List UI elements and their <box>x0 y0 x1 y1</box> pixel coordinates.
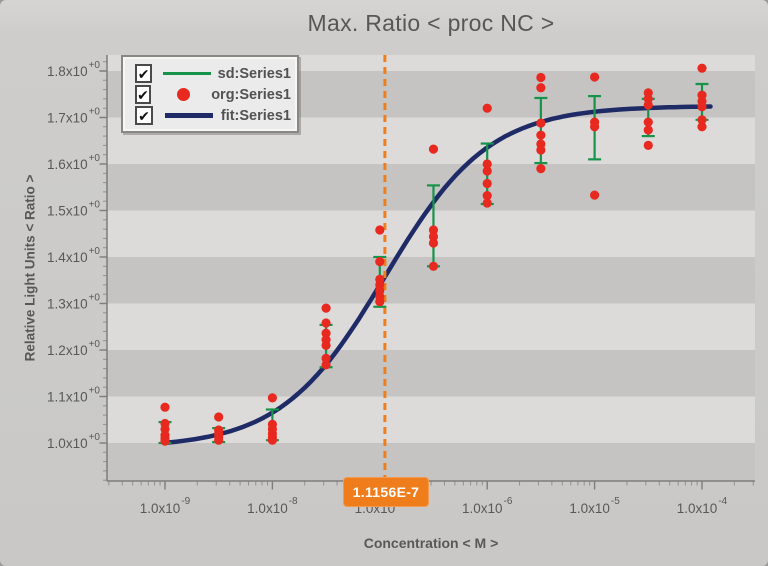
ec50-badge: 1.1156E-7 <box>343 477 429 507</box>
data-point <box>375 225 385 235</box>
sd-swatch-icon <box>160 72 213 75</box>
data-point <box>590 72 600 82</box>
data-point <box>482 178 492 189</box>
y-tick-label: 1.2x10+0 <box>47 339 100 358</box>
data-points <box>160 63 707 446</box>
data-point <box>697 102 707 112</box>
data-point <box>160 402 170 412</box>
legend-checkbox[interactable]: ✔ <box>135 85 152 104</box>
y-tick-label: 1.5x10+0 <box>47 200 100 219</box>
data-point <box>428 238 439 248</box>
legend-label: org:Series1 <box>211 86 291 103</box>
legend-item-org[interactable]: ✔ org:Series1 <box>129 84 291 105</box>
y-tick-label: 1.7x10+0 <box>47 107 100 126</box>
x-axis-ticks: 1.0x10-91.0x10-81.0x10-71.0x10-61.0x10-5… <box>108 481 754 516</box>
legend-label: fit:Series1 <box>220 107 291 124</box>
data-point <box>428 231 439 242</box>
data-point <box>482 159 492 169</box>
swatch-shape <box>162 72 211 75</box>
data-point <box>590 122 600 132</box>
data-point <box>428 261 439 271</box>
data-point <box>375 257 385 267</box>
data-point <box>321 340 331 350</box>
chart-title: Max. Ratio < proc NC > <box>307 10 555 36</box>
data-point <box>482 198 492 208</box>
legend: ✔ sd:Series1 ✔ org:Series1 ✔ fit:Series1 <box>121 55 299 133</box>
swatch-shape <box>164 113 213 118</box>
data-point <box>536 164 546 174</box>
data-point <box>536 83 546 93</box>
data-point <box>643 140 653 150</box>
x-tick-label: 1.0x10-8 <box>247 496 298 516</box>
data-point <box>697 115 707 125</box>
x-tick-label: 1.0x10-5 <box>569 496 620 516</box>
legend-checkbox[interactable]: ✔ <box>135 106 153 125</box>
data-point <box>160 436 170 446</box>
data-point <box>536 72 546 83</box>
data-point <box>697 122 707 132</box>
data-point <box>375 297 385 307</box>
org-swatch-icon <box>159 88 207 101</box>
y-axis-title: Relative Light Units < Ratio > <box>22 174 38 362</box>
x-tick-label: 1.0x10-4 <box>677 496 728 516</box>
fit-swatch-icon <box>161 113 217 118</box>
x-tick-label: 1.0x10-6 <box>462 496 513 516</box>
data-point <box>643 125 653 135</box>
data-point <box>321 303 331 313</box>
data-point <box>267 393 277 403</box>
data-point <box>536 130 546 140</box>
data-point <box>321 328 331 338</box>
data-point <box>590 190 600 200</box>
data-point <box>482 191 492 201</box>
data-point <box>536 145 546 155</box>
y-tick-label: 1.8x10+0 <box>47 60 100 79</box>
legend-checkbox[interactable]: ✔ <box>135 64 153 83</box>
swatch-shape <box>176 88 190 101</box>
band-dark <box>107 350 755 397</box>
legend-item-fit[interactable]: ✔ fit:Series1 <box>129 105 291 126</box>
data-point <box>428 144 439 154</box>
data-point <box>643 100 653 110</box>
data-point <box>214 435 224 445</box>
band-dark <box>107 443 755 481</box>
y-tick-label: 1.6x10+0 <box>47 153 100 172</box>
data-point <box>643 117 653 127</box>
x-axis-title: Concentration < M > <box>363 535 499 551</box>
data-point <box>214 412 224 422</box>
y-tick-label: 1.1x10+0 <box>47 386 100 405</box>
legend-item-sd[interactable]: ✔ sd:Series1 <box>129 63 291 84</box>
data-point <box>482 166 492 176</box>
data-point <box>428 225 439 235</box>
y-tick-label: 1.3x10+0 <box>47 293 100 312</box>
data-point <box>321 318 331 328</box>
data-point <box>536 118 546 128</box>
legend-label: sd:Series1 <box>217 65 291 82</box>
data-point <box>697 63 707 73</box>
y-tick-label: 1.0x10+0 <box>47 432 100 451</box>
data-point <box>321 360 331 370</box>
y-axis-ticks: 1.0x10+0 1.1x10+0 1.2x10+0 1.3x10+0 1.4x10+0… <box>47 60 107 481</box>
y-tick-label: 1.4x10+0 <box>47 246 100 265</box>
fit-curve <box>162 104 713 446</box>
data-point <box>267 435 277 445</box>
x-tick-label: 1.0x10-9 <box>140 496 191 516</box>
data-point <box>482 103 492 113</box>
data-point <box>321 353 331 363</box>
